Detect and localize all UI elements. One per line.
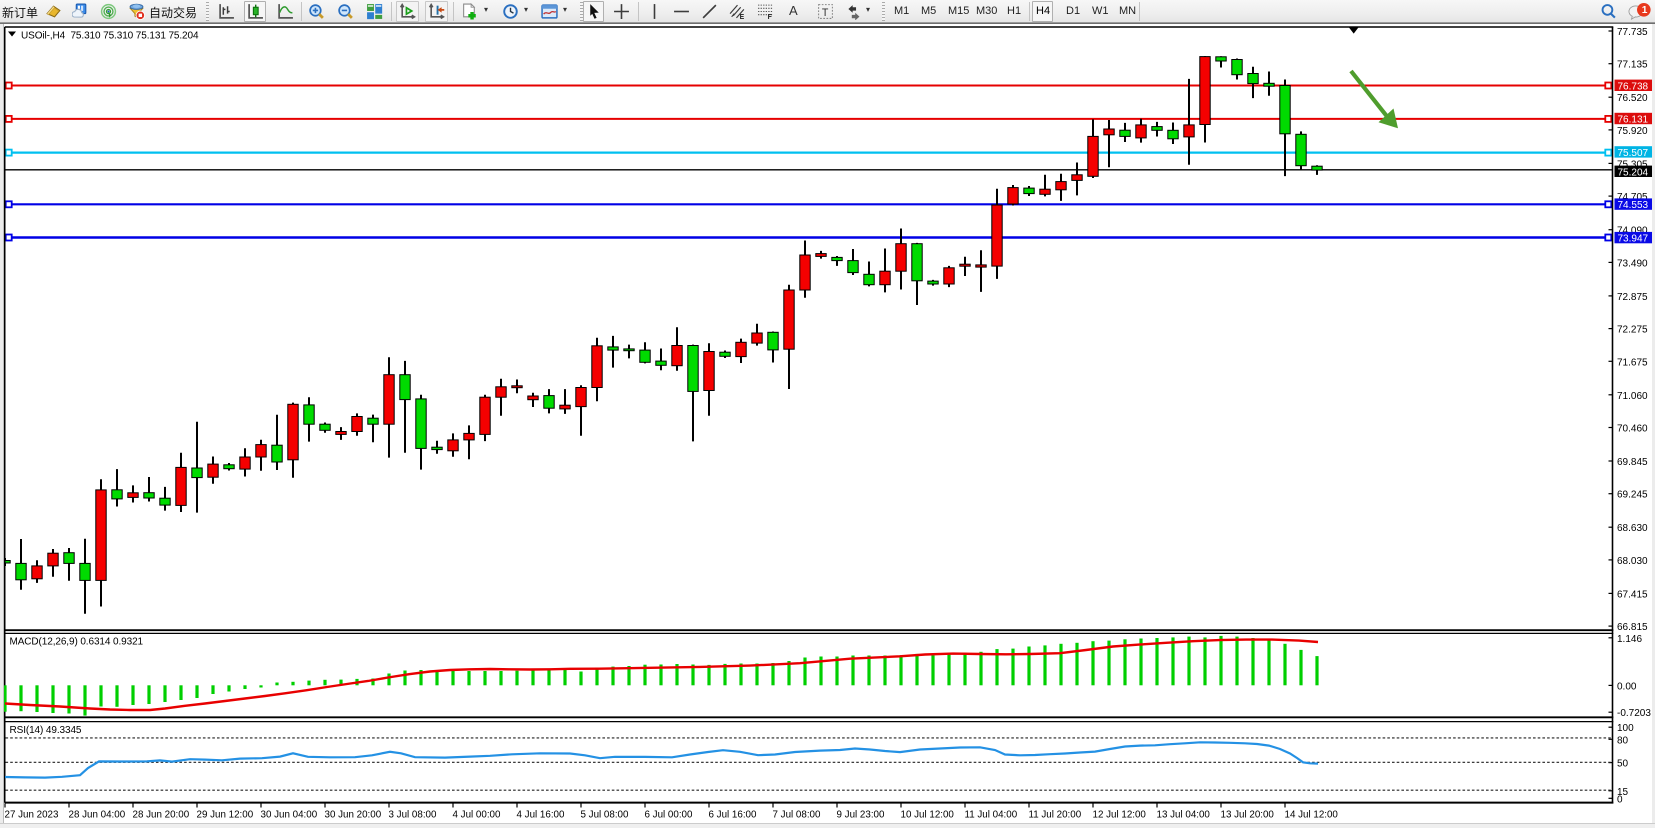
svg-text:6 Jul 00:00: 6 Jul 00:00 xyxy=(645,810,693,821)
svg-text:27 Jun 2023: 27 Jun 2023 xyxy=(5,810,59,821)
svg-text:T: T xyxy=(822,7,829,19)
svg-text:13 Jul 04:00: 13 Jul 04:00 xyxy=(1157,810,1211,821)
svg-text:28 Jun 20:00: 28 Jun 20:00 xyxy=(133,810,190,821)
svg-text:75.920: 75.920 xyxy=(1617,126,1648,137)
svg-text:50: 50 xyxy=(1617,759,1629,770)
svg-text:4 Jul 16:00: 4 Jul 16:00 xyxy=(517,810,565,821)
svg-text:14 Jul 12:00: 14 Jul 12:00 xyxy=(1285,810,1339,821)
svg-text:73.947: 73.947 xyxy=(1618,234,1649,245)
svg-text:77.135: 77.135 xyxy=(1617,60,1648,71)
svg-text:11 Jul 20:00: 11 Jul 20:00 xyxy=(1029,810,1082,821)
svg-text:80: 80 xyxy=(1617,735,1629,746)
svg-text:66.815: 66.815 xyxy=(1617,622,1648,633)
svg-text:E: E xyxy=(740,14,745,20)
svg-text:13 Jul 20:00: 13 Jul 20:00 xyxy=(1221,810,1275,821)
svg-text:RSI(14) 49.3345: RSI(14) 49.3345 xyxy=(10,725,82,736)
svg-text:0: 0 xyxy=(1617,794,1623,805)
svg-text:12 Jul 12:00: 12 Jul 12:00 xyxy=(1093,810,1147,821)
svg-text:77.735: 77.735 xyxy=(1617,27,1648,38)
svg-text:74.090: 74.090 xyxy=(1617,226,1648,237)
svg-text:76.131: 76.131 xyxy=(1618,115,1649,126)
svg-text:74.705: 74.705 xyxy=(1617,192,1648,203)
svg-text:67.415: 67.415 xyxy=(1617,589,1648,600)
svg-text:68.030: 68.030 xyxy=(1617,556,1648,567)
svg-text:F: F xyxy=(768,14,772,20)
svg-text:74.553: 74.553 xyxy=(1618,200,1649,211)
svg-text:-0.7203: -0.7203 xyxy=(1617,708,1651,719)
svg-text:6 Jul 16:00: 6 Jul 16:00 xyxy=(709,810,757,821)
svg-text:3 Jul 08:00: 3 Jul 08:00 xyxy=(389,810,437,821)
svg-text:1: 1 xyxy=(1642,5,1648,16)
svg-text:29 Jun 12:00: 29 Jun 12:00 xyxy=(197,810,254,821)
svg-text:70.460: 70.460 xyxy=(1617,424,1648,435)
svg-text:4 Jul 00:00: 4 Jul 00:00 xyxy=(453,810,501,821)
svg-text:72.275: 72.275 xyxy=(1617,325,1648,336)
svg-text:30 Jun 20:00: 30 Jun 20:00 xyxy=(325,810,382,821)
svg-text:15: 15 xyxy=(1617,787,1629,798)
svg-text:76.520: 76.520 xyxy=(1617,93,1648,104)
svg-text:1.146: 1.146 xyxy=(1617,634,1642,645)
svg-text:USOil-,H4 75.310 75.310 75.13: USOil-,H4 75.310 75.310 75.131 75.204 xyxy=(21,31,199,42)
svg-text:75.507: 75.507 xyxy=(1618,148,1649,159)
svg-text:11 Jul 04:00: 11 Jul 04:00 xyxy=(965,810,1018,821)
svg-text:9 Jul 23:00: 9 Jul 23:00 xyxy=(837,810,885,821)
svg-text:72.875: 72.875 xyxy=(1617,292,1648,303)
svg-text:0.00: 0.00 xyxy=(1617,681,1637,692)
svg-text:73.490: 73.490 xyxy=(1617,258,1648,269)
svg-text:76.738: 76.738 xyxy=(1618,81,1649,92)
svg-text:71.060: 71.060 xyxy=(1617,391,1648,402)
svg-text:10 Jul 12:00: 10 Jul 12:00 xyxy=(901,810,955,821)
svg-text:69.845: 69.845 xyxy=(1617,457,1648,468)
svg-text:75.204: 75.204 xyxy=(1618,167,1649,178)
svg-text:MACD(12,26,9) 0.6314 0.9321: MACD(12,26,9) 0.6314 0.9321 xyxy=(10,637,144,648)
svg-text:30 Jun 04:00: 30 Jun 04:00 xyxy=(261,810,318,821)
svg-text:7 Jul 08:00: 7 Jul 08:00 xyxy=(773,810,821,821)
svg-text:5 Jul 08:00: 5 Jul 08:00 xyxy=(581,810,629,821)
svg-text:75.305: 75.305 xyxy=(1617,159,1648,170)
svg-text:100: 100 xyxy=(1617,723,1634,734)
svg-text:28 Jun 04:00: 28 Jun 04:00 xyxy=(69,810,126,821)
svg-text:69.245: 69.245 xyxy=(1617,490,1648,501)
svg-text:68.630: 68.630 xyxy=(1617,523,1648,534)
svg-text:71.675: 71.675 xyxy=(1617,357,1648,368)
